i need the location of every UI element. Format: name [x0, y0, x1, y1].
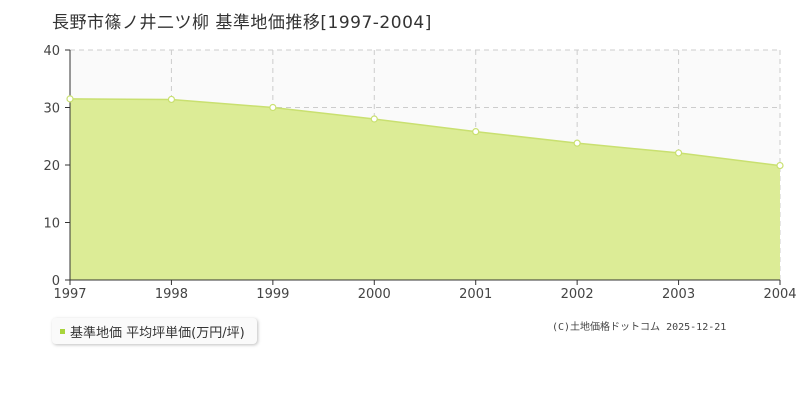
- x-tick-label: 1997: [53, 287, 86, 302]
- y-tick-label: 40: [43, 44, 60, 59]
- legend-marker-icon: [60, 328, 65, 334]
- y-tick-label: 0: [52, 274, 60, 289]
- series-area-fill: [70, 98, 780, 280]
- x-tick-label: 2004: [763, 287, 796, 302]
- data-point: [472, 128, 480, 136]
- x-tick-label: 1998: [155, 287, 188, 302]
- x-tick-label: 2003: [662, 287, 695, 302]
- tick-labels: 0 10 20 30 40 1997 1998 1999 2000 2001 2002 2003 200…: [43, 44, 796, 302]
- legend-label: 基準地価 平均坪単価(万円/坪): [70, 325, 245, 341]
- x-tick-label: 2000: [358, 287, 391, 302]
- data-point: [167, 95, 176, 104]
- legend[interactable]: 基準地価 平均坪単価(万円/坪): [52, 318, 257, 344]
- data-point: [66, 95, 74, 103]
- series-line: [69, 98, 781, 167]
- data-point: [674, 149, 683, 157]
- data-point: [370, 115, 378, 123]
- y-tick-label: 10: [43, 217, 60, 232]
- data-points: [66, 95, 784, 170]
- x-tick-label: 1999: [256, 287, 289, 302]
- x-tick-label: 2001: [459, 287, 492, 302]
- chart-title: 長野市篠ノ井二ツ柳 基準地価推移[1997-2004]: [52, 13, 432, 33]
- copyright-text: (C)土地価格ドットコム 2025-12-21: [552, 322, 727, 333]
- x-tick-label: 2002: [561, 287, 594, 302]
- y-tick-label: 30: [43, 102, 60, 117]
- data-point: [573, 139, 581, 147]
- data-point: [776, 161, 784, 170]
- series-area: [69, 98, 781, 280]
- data-point: [269, 103, 277, 112]
- y-tick-label: 20: [43, 159, 60, 174]
- axes: [65, 49, 781, 285]
